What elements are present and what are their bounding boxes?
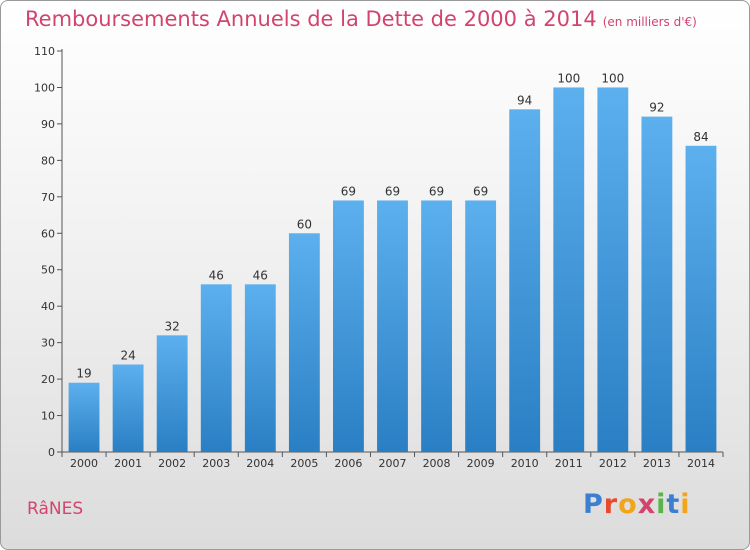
- bar-value-label: 24: [120, 349, 135, 363]
- bar-value-label: 32: [165, 319, 180, 333]
- bar-value-label: 94: [517, 93, 532, 107]
- x-tick-label: 2003: [202, 457, 230, 470]
- x-tick-label: 2001: [114, 457, 142, 470]
- x-tick-label: 2005: [290, 457, 318, 470]
- y-tick-label: 10: [41, 410, 55, 423]
- bar-value-label: 69: [341, 184, 356, 198]
- bar-value-label: 69: [429, 184, 444, 198]
- bar[interactable]: [288, 233, 320, 452]
- y-tick-label: 20: [41, 373, 55, 386]
- y-tick-label: 110: [34, 45, 55, 58]
- logo-letter: r: [603, 489, 619, 520]
- bar[interactable]: [465, 200, 497, 452]
- y-tick-label: 70: [41, 191, 55, 204]
- x-tick-label: 2014: [687, 457, 715, 470]
- bar[interactable]: [641, 116, 673, 453]
- x-tick-label: 2012: [599, 457, 627, 470]
- bar[interactable]: [685, 145, 717, 453]
- bar[interactable]: [68, 382, 100, 452]
- x-tick-label: 2011: [555, 457, 583, 470]
- logo-letter: i: [656, 489, 667, 520]
- logo-letter: i: [680, 489, 691, 520]
- bar[interactable]: [333, 200, 364, 452]
- bar[interactable]: [553, 87, 585, 453]
- chart-labels: 19 2000 24 2001 32 2002 46 2003 46 2004 60 2005 69 20…: [70, 71, 715, 470]
- y-tick-label: 50: [41, 264, 55, 277]
- bar-value-label: 60: [297, 217, 312, 231]
- logo-letter: P: [583, 489, 604, 520]
- y-tick-label: 30: [41, 337, 55, 350]
- x-tick-label: 2002: [158, 457, 186, 470]
- bar-value-label: 69: [473, 184, 488, 198]
- x-tick-label: 2004: [246, 457, 274, 470]
- bar-value-label: 92: [649, 101, 664, 115]
- y-tick-label: 0: [48, 446, 55, 459]
- proxiti-logo[interactable]: Proxiti: [583, 489, 691, 520]
- bar[interactable]: [377, 200, 408, 452]
- y-tick-label: 40: [41, 300, 55, 313]
- logo-letter: o: [618, 489, 638, 520]
- bar[interactable]: [597, 87, 629, 453]
- commune-name: RâNES: [27, 499, 84, 519]
- bar-value-label: 46: [209, 268, 224, 282]
- x-tick-label: 2007: [379, 457, 407, 470]
- chart-title: Remboursements Annuels de la Dette de 20…: [25, 7, 697, 31]
- x-tick-label: 2006: [334, 457, 362, 470]
- y-tick-label: 80: [41, 154, 55, 167]
- bar-series: [68, 87, 717, 453]
- bar[interactable]: [156, 335, 188, 452]
- x-tick-label: 2009: [467, 457, 495, 470]
- chart-title-text: Remboursements Annuels de la Dette de 20…: [25, 7, 597, 31]
- x-tick-label: 2008: [423, 457, 451, 470]
- y-tick-label: 100: [34, 81, 55, 94]
- bar[interactable]: [200, 284, 232, 452]
- y-tick-label: 90: [41, 118, 55, 131]
- y-tick-label: 60: [41, 227, 55, 240]
- x-tick-label: 2013: [643, 457, 671, 470]
- chart-unit: (en milliers d'€): [602, 15, 697, 29]
- bar[interactable]: [244, 284, 276, 452]
- bar-value-label: 84: [693, 130, 708, 144]
- bar-value-label: 46: [253, 268, 268, 282]
- bar-value-label: 100: [601, 71, 624, 85]
- x-tick-label: 2000: [70, 457, 98, 470]
- bar[interactable]: [421, 200, 452, 452]
- logo-letter: t: [666, 489, 681, 520]
- bar-value-label: 100: [557, 71, 580, 85]
- x-tick-label: 2010: [511, 457, 539, 470]
- bar[interactable]: [112, 364, 144, 452]
- logo-letter: x: [637, 489, 657, 520]
- bar[interactable]: [509, 109, 541, 452]
- bar-value-label: 19: [76, 367, 91, 381]
- bar-value-label: 69: [385, 184, 400, 198]
